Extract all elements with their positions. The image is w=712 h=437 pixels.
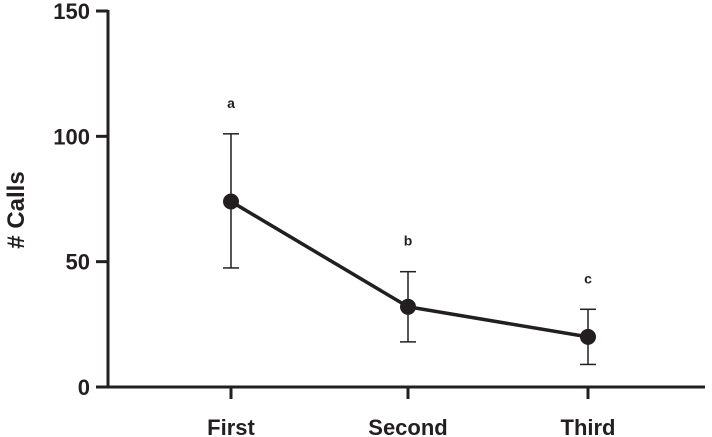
x-axis-ticks: First Second Third	[207, 387, 616, 437]
series-line	[230, 200, 589, 339]
significance-label: a	[227, 95, 235, 111]
data-point	[580, 328, 596, 345]
axes	[106, 10, 705, 389]
y-axis-ticks: 0 50 100 150	[53, 0, 108, 400]
significance-label: c	[584, 270, 592, 286]
y-tick-label: 50	[66, 250, 90, 275]
data-point	[223, 193, 239, 210]
y-tick-label: 150	[53, 0, 90, 24]
y-tick-label: 100	[53, 124, 90, 149]
x-tick-label: Third	[561, 415, 616, 437]
series-marks: a b c	[223, 95, 596, 366]
x-tick-label: Second	[368, 415, 447, 437]
x-tick-label: First	[207, 415, 255, 437]
y-axis-title: # Calls	[3, 171, 30, 248]
significance-label: b	[404, 233, 413, 249]
y-tick-label: 0	[78, 375, 90, 400]
data-point	[400, 298, 416, 315]
